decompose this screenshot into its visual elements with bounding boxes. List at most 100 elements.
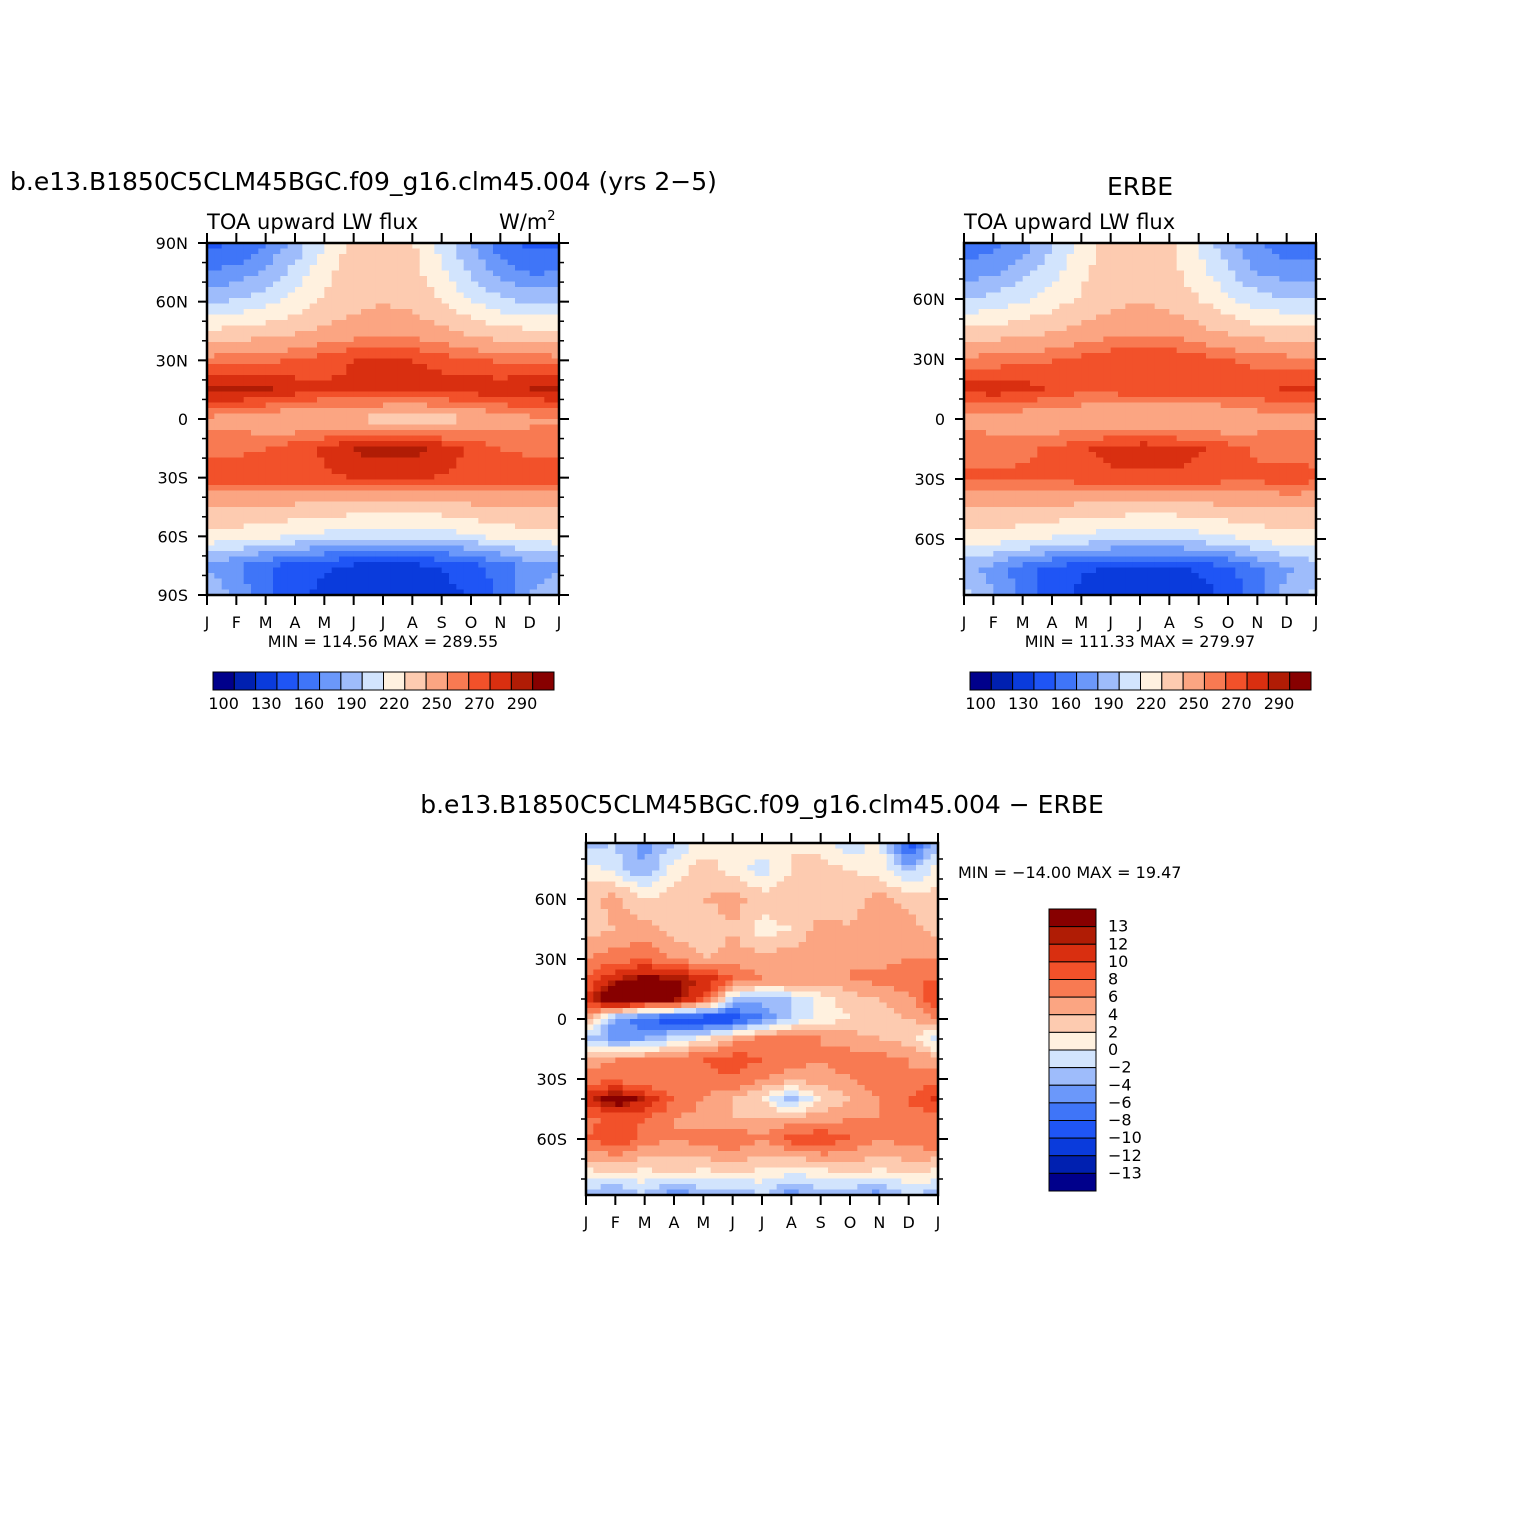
heatmap-cell — [1279, 419, 1287, 425]
heatmap-cell — [295, 293, 303, 299]
heatmap-cell — [993, 425, 1001, 431]
heatmap-cell — [1147, 331, 1155, 337]
heatmap-cell — [537, 584, 545, 590]
heatmap-cell — [1250, 276, 1258, 282]
heatmap-cell — [376, 386, 384, 392]
heatmap-cell — [398, 458, 406, 464]
heatmap-cell — [214, 513, 222, 519]
heatmap-cell — [1045, 403, 1053, 409]
heatmap-cell — [412, 320, 420, 326]
heatmap-cell — [1111, 375, 1119, 381]
heatmap-cell — [471, 573, 479, 579]
heatmap-cell — [354, 535, 362, 541]
heatmap-cell — [1030, 381, 1038, 387]
heatmap-cell — [1001, 260, 1009, 266]
heatmap-cell — [295, 513, 303, 519]
heatmap-cell — [1243, 342, 1251, 348]
heatmap-cell — [1184, 304, 1192, 310]
heatmap-cell — [471, 557, 479, 563]
heatmap-cell — [486, 309, 494, 315]
heatmap-cell — [280, 579, 288, 585]
heatmap-cell — [302, 518, 310, 524]
heatmap-cell — [236, 507, 244, 513]
heatmap-cell — [478, 425, 486, 431]
heatmap-cell — [420, 419, 428, 425]
heatmap-cell — [236, 524, 244, 530]
heatmap-cell — [530, 309, 538, 315]
heatmap-cell — [310, 397, 318, 403]
heatmap-cell — [1250, 287, 1258, 293]
heatmap-cell — [266, 535, 274, 541]
heatmap-cell — [1177, 282, 1185, 288]
heatmap-cell — [273, 573, 281, 579]
heatmap-cell — [383, 320, 391, 326]
heatmap-cell — [1089, 320, 1097, 326]
heatmap-cell — [1279, 414, 1287, 420]
heatmap-cell — [361, 315, 369, 321]
heatmap-cell — [471, 480, 479, 486]
heatmap-cell — [229, 507, 237, 513]
heatmap-cell — [1008, 293, 1016, 299]
heatmap-cell — [986, 254, 994, 260]
heatmap-cell — [1235, 342, 1243, 348]
heatmap-cell — [390, 419, 398, 425]
heatmap-cell — [222, 287, 230, 293]
heatmap-cell — [1030, 436, 1038, 442]
heatmap-cell — [412, 562, 420, 568]
heatmap-cell — [1169, 441, 1177, 447]
heatmap-cell — [1045, 271, 1053, 277]
heatmap-cell — [258, 260, 266, 266]
heatmap-cell — [229, 315, 237, 321]
heatmap-cell — [1059, 320, 1067, 326]
heatmap-cell — [1199, 249, 1207, 255]
heatmap-cell — [1037, 414, 1045, 420]
heatmap-cell — [368, 441, 376, 447]
heatmap-cell — [412, 331, 420, 337]
heatmap-cell — [1221, 375, 1229, 381]
heatmap-cell — [1045, 265, 1053, 271]
heatmap-cell — [288, 414, 296, 420]
heatmap-cell — [266, 414, 274, 420]
heatmap-cell — [1272, 419, 1280, 425]
heatmap-cell — [376, 540, 384, 546]
heatmap-cell — [1228, 430, 1236, 436]
heatmap-cell — [478, 447, 486, 453]
heatmap-cell — [361, 359, 369, 365]
heatmap-cell — [1001, 304, 1009, 310]
heatmap-cell — [368, 584, 376, 590]
heatmap-cell — [258, 452, 266, 458]
heatmap-cell — [986, 309, 994, 315]
heatmap-cell — [1001, 375, 1009, 381]
heatmap-cell — [1111, 260, 1119, 266]
heatmap-cell — [236, 557, 244, 563]
heatmap-cell — [979, 304, 987, 310]
heatmap-cell — [346, 529, 354, 535]
heatmap-cell — [493, 304, 501, 310]
heatmap-cell — [544, 496, 552, 502]
heatmap-cell — [280, 540, 288, 546]
heatmap-cell — [288, 579, 296, 585]
heatmap-cell — [354, 507, 362, 513]
heatmap-cell — [1257, 309, 1265, 315]
heatmap-cell — [1294, 436, 1302, 442]
heatmap-cell — [993, 287, 1001, 293]
heatmap-cell — [1265, 353, 1273, 359]
heatmap-cell — [1191, 304, 1199, 310]
heatmap-cell — [1089, 408, 1097, 414]
heatmap-cell — [222, 469, 230, 475]
heatmap-cell — [310, 568, 318, 574]
heatmap-cell — [486, 298, 494, 304]
heatmap-cell — [1089, 276, 1097, 282]
heatmap-cell — [251, 540, 259, 546]
heatmap-cell — [302, 304, 310, 310]
heatmap-cell — [427, 408, 435, 414]
heatmap-cell — [214, 249, 222, 255]
heatmap-cell — [979, 375, 987, 381]
heatmap-cell — [1089, 309, 1097, 315]
heatmap-cell — [412, 271, 420, 277]
heatmap-cell — [244, 496, 252, 502]
heatmap-cell — [317, 573, 325, 579]
heatmap-cell — [471, 425, 479, 431]
heatmap-cell — [310, 430, 318, 436]
heatmap-cell — [295, 408, 303, 414]
